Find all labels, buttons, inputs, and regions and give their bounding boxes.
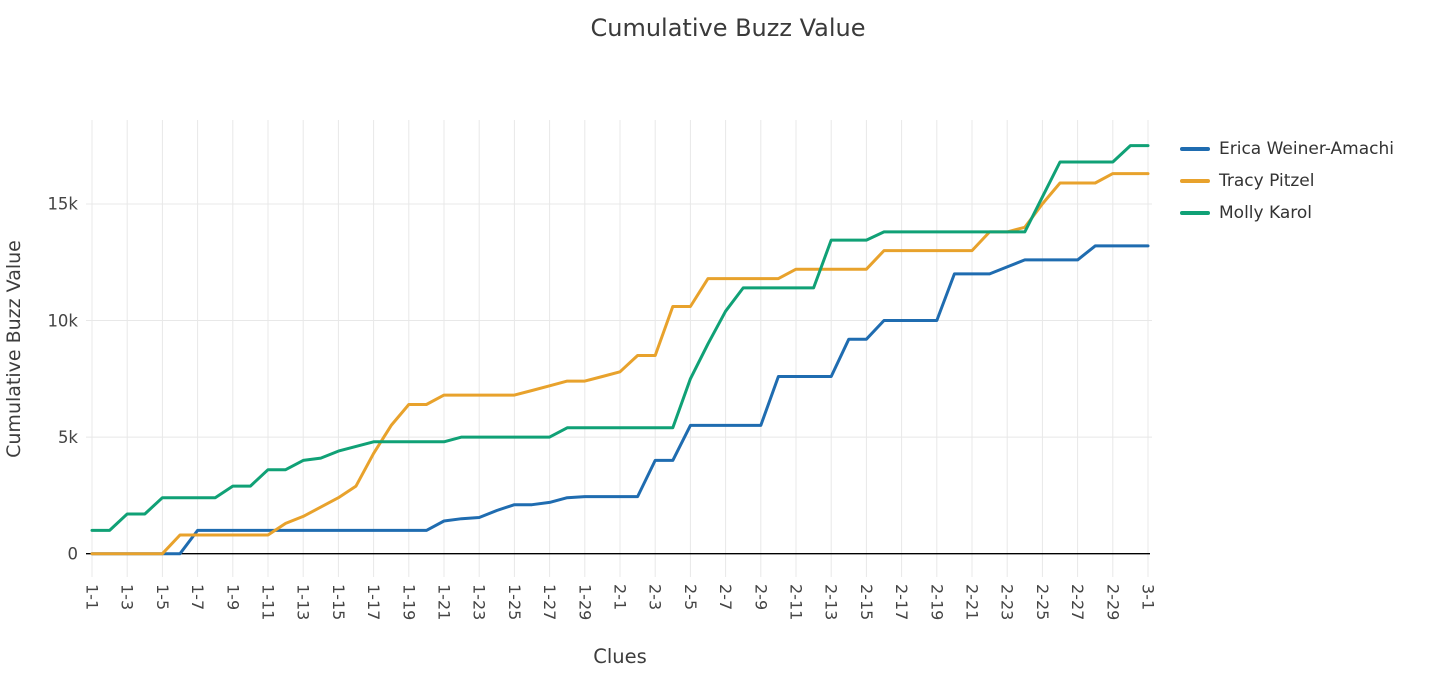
- series-line-tracy-pitzel[interactable]: [90, 172, 1150, 556]
- x-tick-label: 1-25: [505, 584, 524, 620]
- series-line-erica-weiner-amachi[interactable]: [90, 244, 1150, 556]
- y-tick-label: 0: [68, 544, 79, 563]
- x-tick-label: 2-19: [927, 584, 946, 620]
- x-tick-label: 2-1: [611, 584, 630, 610]
- legend-line-swatch: [1180, 211, 1210, 215]
- legend-line-swatch: [1180, 147, 1210, 151]
- x-tick-label: 2-9: [751, 584, 770, 610]
- x-tick-label: 1-23: [470, 584, 489, 620]
- vertical-gridlines: [91, 120, 1149, 577]
- x-tick-label: 2-27: [1068, 584, 1087, 620]
- y-tick-label: 5k: [58, 428, 78, 447]
- legend-item-erica-weiner-amachi[interactable]: Erica Weiner-Amachi: [1180, 133, 1394, 165]
- x-tick-label: 1-5: [153, 584, 172, 610]
- x-tick-label: 2-13: [822, 584, 841, 620]
- y-tick-labels: 0 5k 10k 15k: [47, 195, 78, 564]
- x-tick-label: 2-25: [1033, 584, 1052, 620]
- x-tick-label: 2-21: [963, 584, 982, 620]
- x-tick-labels: 1-1 1-3 1-5 1-7 1-9 1-11 1-13 1-15 1-17 1-19 1-21 1…: [83, 584, 1158, 620]
- legend-label: Molly Karol: [1219, 203, 1312, 223]
- legend-label: Erica Weiner-Amachi: [1219, 139, 1394, 159]
- x-tick-label: 2-7: [716, 584, 735, 610]
- x-tick-label: 1-21: [435, 584, 454, 620]
- x-tick-label: 1-1: [83, 584, 102, 610]
- x-tick-label: 1-3: [118, 584, 137, 610]
- horizontal-gridlines: [86, 203, 1152, 438]
- x-tick-label: 1-11: [259, 584, 278, 620]
- x-tick-label: 3-1: [1139, 584, 1158, 610]
- x-tick-label: 1-7: [188, 584, 207, 610]
- legend-item-molly-karol[interactable]: Molly Karol: [1180, 197, 1394, 229]
- x-tick-label: 2-15: [857, 584, 876, 620]
- x-tick-label: 2-23: [998, 584, 1017, 620]
- series-line-molly-karol[interactable]: [90, 144, 1150, 532]
- x-tick-label: 2-17: [892, 584, 911, 620]
- x-axis-title: Clues: [593, 645, 647, 668]
- x-tick-label: 1-27: [540, 584, 559, 620]
- legend-line-swatch: [1180, 179, 1210, 183]
- x-tick-label: 2-3: [646, 584, 665, 610]
- x-tick-label: 1-19: [399, 584, 418, 620]
- y-tick-label: 10k: [47, 311, 78, 330]
- x-tick-label: 1-15: [329, 584, 348, 620]
- x-tick-label: 1-9: [223, 584, 242, 610]
- x-tick-label: 1-29: [575, 584, 594, 620]
- x-tick-label: 1-13: [294, 584, 313, 620]
- x-tick-label: 2-11: [787, 584, 806, 620]
- y-tick-label: 15k: [47, 195, 78, 214]
- x-tick-label: 2-5: [681, 584, 700, 610]
- chart-title: Cumulative Buzz Value: [590, 14, 866, 42]
- legend: Erica Weiner-Amachi Tracy Pitzel Molly Kar…: [1180, 133, 1394, 229]
- y-axis-title: Cumulative Buzz Value: [3, 240, 25, 458]
- legend-item-tracy-pitzel[interactable]: Tracy Pitzel: [1180, 165, 1394, 197]
- x-tick-label: 2-29: [1103, 584, 1122, 620]
- legend-label: Tracy Pitzel: [1219, 171, 1315, 191]
- x-tick-label: 1-17: [364, 584, 383, 620]
